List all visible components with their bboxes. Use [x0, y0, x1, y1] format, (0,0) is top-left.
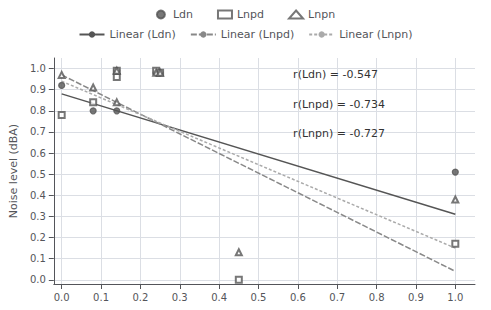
svg-text:0.7: 0.7 — [329, 292, 345, 303]
svg-text:Lnpn: Lnpn — [308, 8, 335, 21]
svg-text:0.8: 0.8 — [369, 292, 385, 303]
svg-text:Linear (Ldn): Linear (Ldn) — [109, 28, 175, 41]
svg-text:0.4: 0.4 — [211, 292, 227, 303]
svg-text:0.2: 0.2 — [132, 292, 148, 303]
svg-text:0.3: 0.3 — [30, 211, 46, 222]
svg-text:0.9: 0.9 — [408, 292, 424, 303]
svg-text:r(Ldn) = -0.547: r(Ldn) = -0.547 — [293, 68, 378, 81]
svg-text:0.1: 0.1 — [93, 292, 109, 303]
svg-text:0.2: 0.2 — [30, 232, 46, 243]
svg-text:0.0: 0.0 — [54, 292, 70, 303]
svg-text:Lnpd: Lnpd — [237, 8, 264, 21]
svg-text:0.1: 0.1 — [30, 253, 46, 264]
svg-text:Linear (Lnpn): Linear (Lnpn) — [339, 28, 412, 41]
svg-text:Noise level (dBA): Noise level (dBA) — [7, 124, 20, 218]
svg-text:0.9: 0.9 — [30, 84, 46, 95]
svg-text:0.4: 0.4 — [30, 190, 46, 201]
svg-text:0.3: 0.3 — [172, 292, 188, 303]
svg-text:Ldn: Ldn — [173, 8, 193, 21]
svg-text:0.7: 0.7 — [30, 126, 46, 137]
svg-text:0.5: 0.5 — [30, 169, 46, 180]
svg-text:0.8: 0.8 — [30, 105, 46, 116]
svg-text:0.6: 0.6 — [290, 292, 306, 303]
svg-text:Linear (Lnpd): Linear (Lnpd) — [221, 28, 294, 41]
svg-text:0.5: 0.5 — [251, 292, 267, 303]
svg-text:1.0: 1.0 — [447, 292, 463, 303]
svg-text:1.0: 1.0 — [30, 63, 46, 74]
svg-text:0.6: 0.6 — [30, 148, 46, 159]
svg-text:r(Lnpd) = -0.734: r(Lnpd) = -0.734 — [293, 98, 385, 111]
svg-text:r(Lnpn) = -0.727: r(Lnpn) = -0.727 — [293, 127, 385, 140]
svg-text:0.0: 0.0 — [30, 274, 46, 285]
